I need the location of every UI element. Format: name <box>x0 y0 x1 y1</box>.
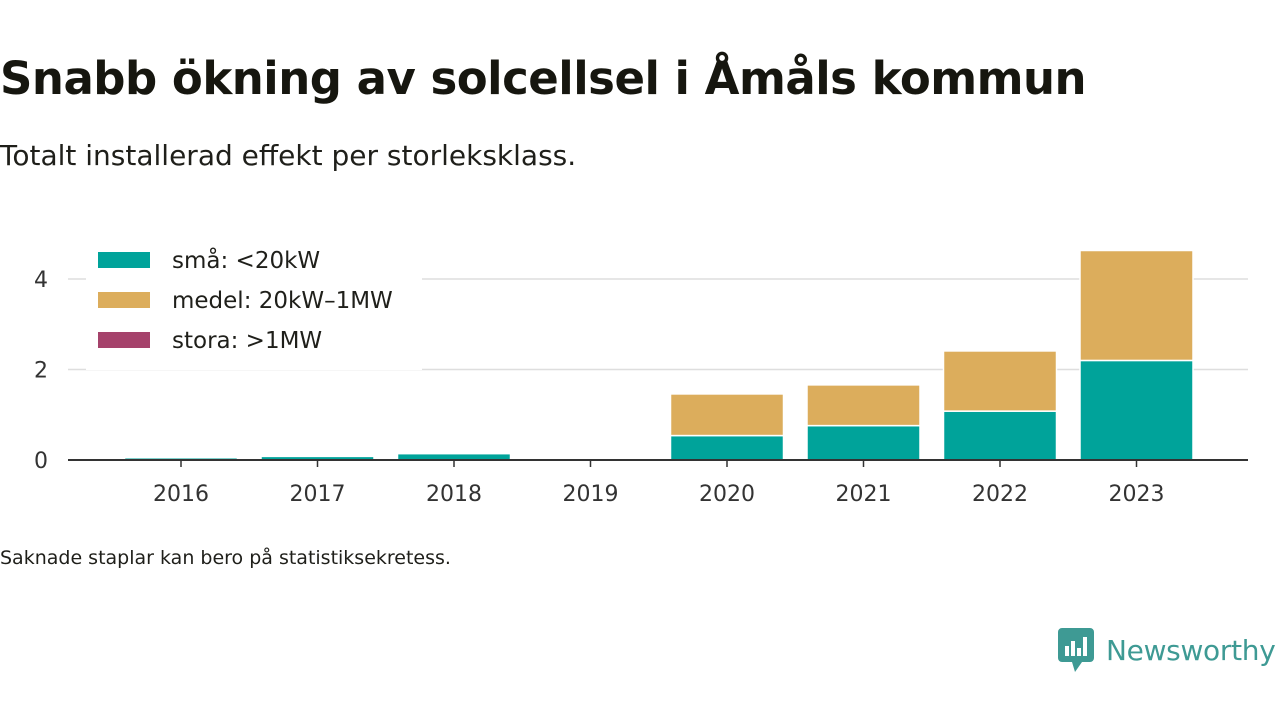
y-axis: 0 2 4 <box>34 268 48 474</box>
x-tick-label: 2019 <box>563 482 619 507</box>
chart-title: Snabb ökning av solcellsel i Åmåls kommu… <box>0 52 1087 105</box>
bar-2021-series-0 <box>806 424 921 461</box>
x-tick-label: 2017 <box>290 482 346 507</box>
legend: små: <20kW medel: 20kW–1MW stora: >1MW <box>86 242 422 370</box>
x-tick-label: 2016 <box>153 482 209 507</box>
bar-2022-series-0 <box>942 410 1058 461</box>
x-tick-label: 2018 <box>426 482 482 507</box>
newsworthy-logo-icon <box>1058 628 1094 672</box>
stacked-bar-chart: 2016 2017 2018 2019 2020 2021 2022 2023 0 2 4 små… <box>34 242 1248 507</box>
bar-2021-series-1 <box>806 384 921 427</box>
x-tick-label: 2020 <box>699 482 755 507</box>
footnote: Saknade staplar kan bero på statistiksek… <box>0 547 451 569</box>
bar-2023-series-1 <box>1079 249 1194 362</box>
brand[interactable]: Newsworthy <box>1058 626 1276 674</box>
x-tick-label: 2022 <box>972 482 1028 507</box>
x-tick-label: 2023 <box>1109 482 1165 507</box>
bar-2022-series-1 <box>942 350 1058 412</box>
bar-2023-series-0 <box>1079 359 1194 461</box>
brand-name: Newsworthy <box>1106 633 1276 667</box>
legend-label-1: medel: 20kW–1MW <box>172 288 393 314</box>
x-axis: 2016 2017 2018 2019 2020 2021 2022 2023 <box>68 459 1248 507</box>
bars <box>123 249 1194 461</box>
legend-swatch-0 <box>98 252 150 268</box>
y-tick-label: 0 <box>34 449 48 474</box>
legend-label-0: små: <20kW <box>172 246 320 274</box>
legend-label-2: stora: >1MW <box>172 328 322 354</box>
chart-subtitle: Totalt installerad effekt per storlekskl… <box>0 139 577 172</box>
y-tick-label: 2 <box>34 359 48 384</box>
bar-2020-series-0 <box>669 434 785 461</box>
legend-swatch-1 <box>98 292 150 308</box>
legend-swatch-2 <box>98 332 150 348</box>
x-tick-label: 2021 <box>836 482 892 507</box>
bar-2020-series-1 <box>669 393 785 437</box>
y-tick-label: 4 <box>34 268 48 293</box>
